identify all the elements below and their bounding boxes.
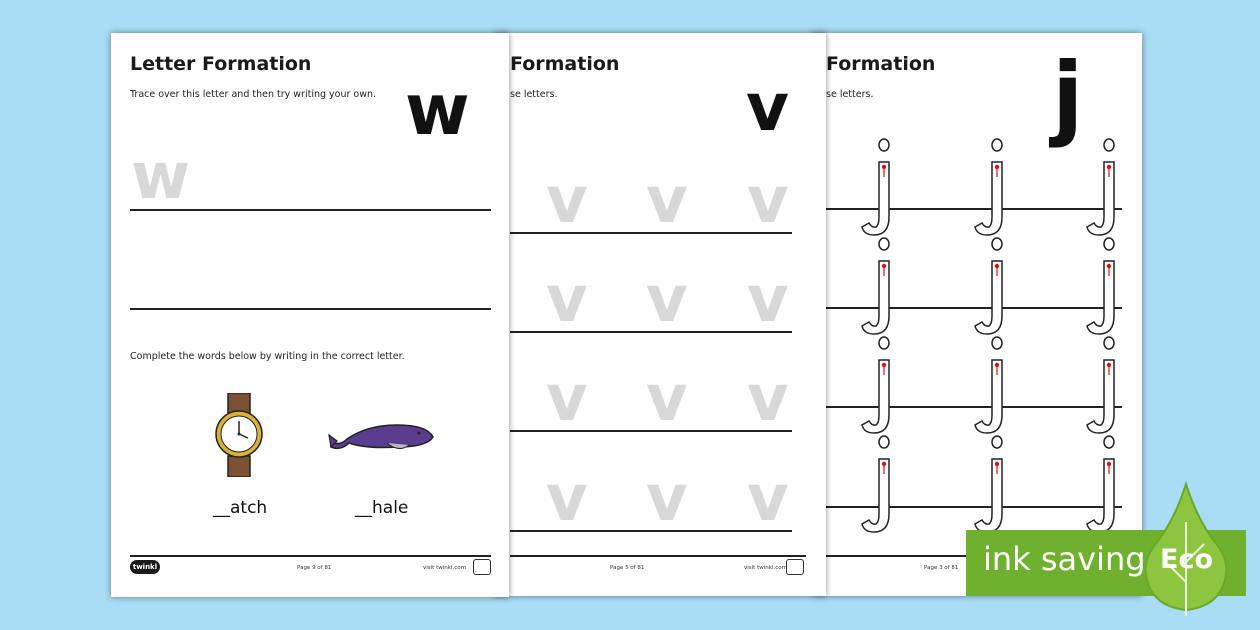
sheet-instruction: se letters. bbox=[510, 89, 558, 100]
trace-letter: v bbox=[546, 462, 588, 536]
trace-letter: v bbox=[646, 362, 688, 436]
j-trace-row bbox=[861, 237, 1115, 335]
trace-letter: v bbox=[646, 263, 688, 337]
footer-site: visit twinkl.com bbox=[423, 565, 466, 571]
word-watch: __atch bbox=[213, 498, 268, 518]
sheet-title: Formation bbox=[826, 53, 936, 75]
footer-divider bbox=[130, 555, 491, 557]
footer-page: Page 9 of 81 bbox=[297, 565, 332, 571]
writing-line bbox=[826, 406, 1122, 408]
worksheet-j: Formation se letters. j Page 3 of 81 bbox=[812, 33, 1142, 596]
j-tracing-grid bbox=[861, 138, 1115, 533]
footer-page: Page 5 of 81 bbox=[610, 565, 645, 571]
trace-letter: v bbox=[546, 263, 588, 337]
target-letter: v bbox=[746, 69, 790, 146]
sheet-instruction: Trace over this letter and then try writ… bbox=[130, 89, 377, 100]
target-letter: w bbox=[405, 69, 470, 151]
writing-line bbox=[510, 232, 792, 234]
writing-line bbox=[826, 208, 1122, 210]
word-whale: __hale bbox=[355, 498, 409, 518]
writing-line bbox=[510, 530, 792, 532]
trace-letter: v bbox=[646, 164, 688, 238]
ink-saving-label: ink saving bbox=[983, 540, 1146, 578]
j-trace-row bbox=[861, 138, 1115, 236]
twinkl-logo: twinkl bbox=[130, 560, 160, 574]
sheet-instruction: se letters. bbox=[826, 89, 874, 100]
eco-drop-icon bbox=[1144, 482, 1228, 616]
trace-letter: v bbox=[747, 164, 789, 238]
seal-icon bbox=[786, 559, 804, 575]
footer-page: Page 3 of 81 bbox=[924, 565, 959, 571]
trace-letter: v bbox=[747, 263, 789, 337]
whale-icon bbox=[328, 424, 434, 450]
worksheet-w: Letter Formation Trace over this letter … bbox=[111, 33, 509, 597]
words-instruction: Complete the words below by writing in t… bbox=[130, 351, 405, 362]
trace-letter: v bbox=[546, 362, 588, 436]
watch-icon bbox=[215, 393, 263, 477]
writing-line bbox=[130, 209, 491, 211]
target-letter: j bbox=[1052, 43, 1084, 150]
writing-line bbox=[826, 307, 1122, 309]
worksheet-v: Formation se letters. v v v v v v v v v … bbox=[494, 33, 826, 596]
j-trace-row bbox=[861, 435, 1115, 533]
trace-letter: w bbox=[131, 140, 191, 214]
writing-line bbox=[510, 331, 792, 333]
seal-icon bbox=[473, 559, 491, 575]
trace-letter: v bbox=[747, 362, 789, 436]
j-trace-row bbox=[861, 336, 1115, 434]
sheet-title: Letter Formation bbox=[130, 53, 312, 75]
sheet-title: Formation bbox=[510, 53, 620, 75]
footer-site: visit twinkl.com bbox=[744, 565, 787, 571]
writing-line bbox=[130, 308, 491, 310]
writing-line bbox=[510, 430, 792, 432]
trace-letter: v bbox=[747, 462, 789, 536]
writing-line bbox=[826, 506, 1122, 508]
trace-letter: v bbox=[546, 164, 588, 238]
trace-letter: v bbox=[646, 462, 688, 536]
footer-divider bbox=[510, 555, 806, 557]
eco-label: Eco bbox=[1160, 544, 1213, 575]
